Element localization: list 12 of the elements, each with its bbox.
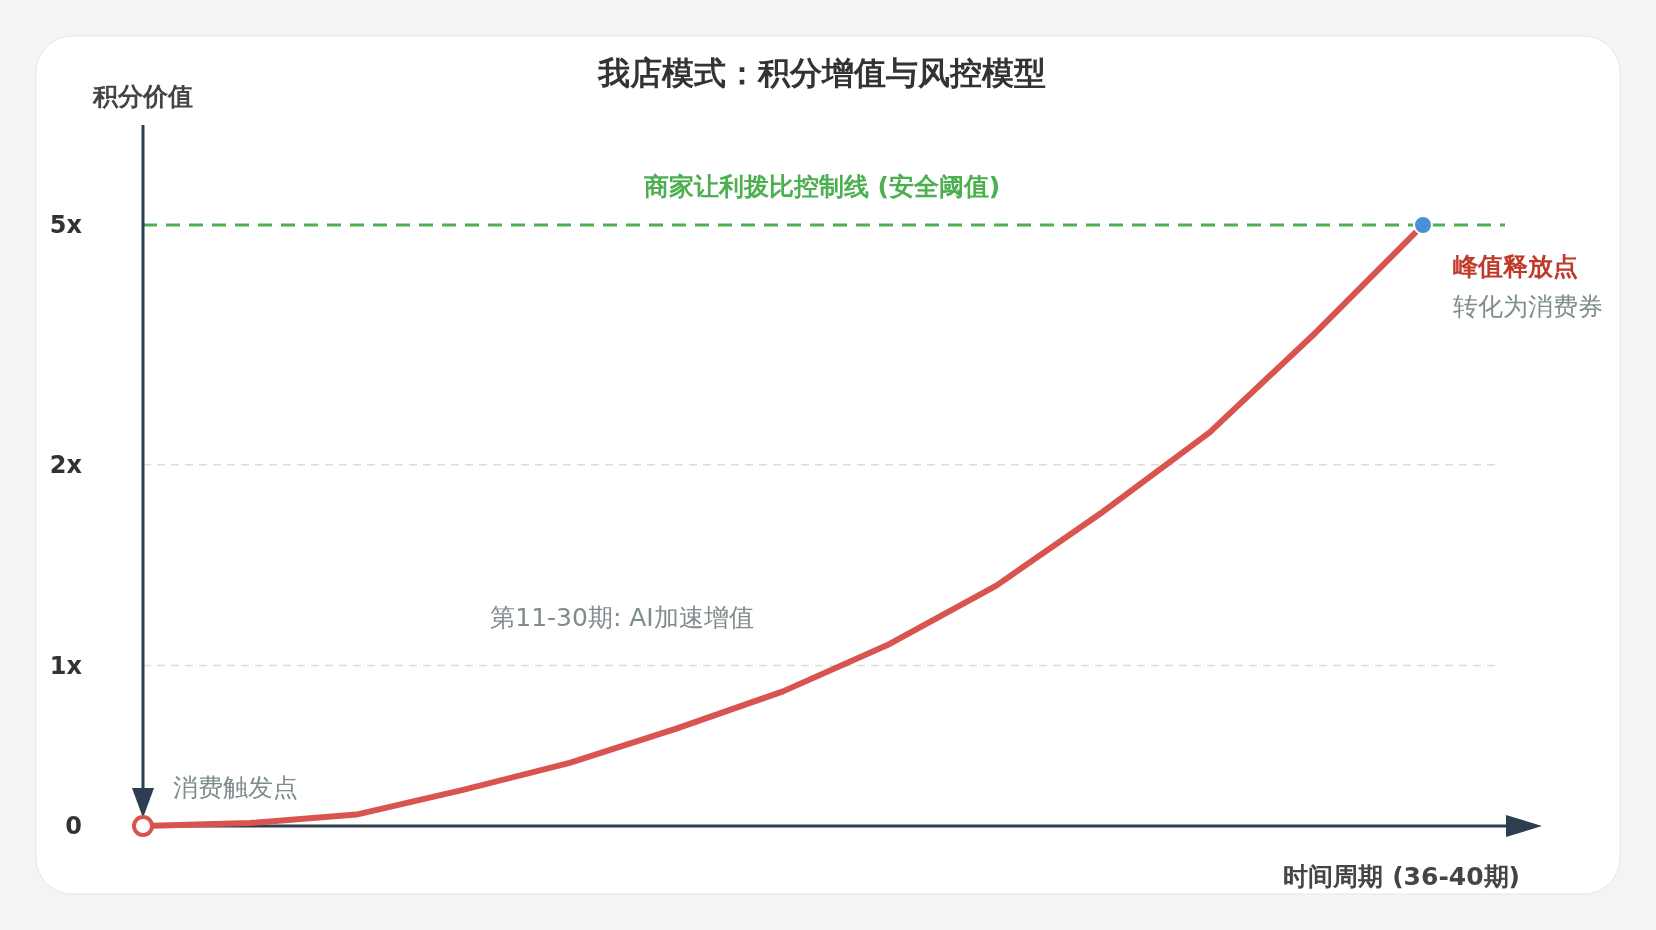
annotation: 第11-30期: AI加速增值 xyxy=(490,603,754,632)
y-axis-title: 积分价值 xyxy=(92,82,193,111)
text: 5x xyxy=(49,211,83,239)
ref-line-label: 2x xyxy=(49,450,83,479)
annotation: 消费触发点 xyxy=(173,773,298,802)
ref-line-label: 商家让利拨比控制线 (安全阈值) xyxy=(642,172,1001,201)
annotation: 峰值释放点 xyxy=(1453,252,1578,281)
ref-line-label: 1x xyxy=(49,651,83,680)
text: 0 xyxy=(65,812,82,840)
annotation: 转化为消费券 xyxy=(1453,292,1603,321)
chart-title: 我店模式：积分增值与风控模型 xyxy=(597,54,1046,92)
x-axis-title: 时间周期 (36-40期) xyxy=(1283,862,1520,891)
